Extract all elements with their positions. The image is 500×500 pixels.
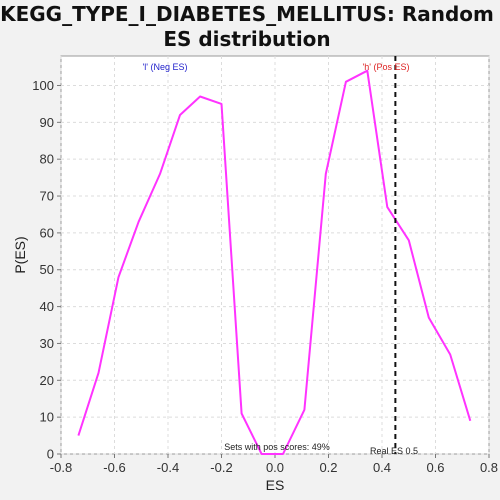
y-tick-label: 50 [40, 262, 54, 277]
chart-title-line2: ES distribution [163, 27, 330, 51]
series-line [77, 69, 472, 455]
y-tick-label: 70 [40, 189, 54, 204]
x-tick-label: -0.4 [157, 460, 179, 475]
pos-es-annotation: 'h' (Pos ES) [363, 62, 410, 72]
x-tick-label: -0.8 [50, 460, 72, 475]
real-es-label: Real ES 0.5 [370, 446, 418, 456]
neg-es-annotation: 'l' (Neg ES) [143, 62, 188, 72]
y-tick-label: 90 [40, 115, 54, 130]
chart-title-line1: KEGG_TYPE_I_DIABETES_MELLITUS: Random [0, 2, 494, 26]
x-tick-label: 0.0 [266, 460, 284, 475]
x-tick-label: 0.8 [480, 460, 498, 475]
axis-ticks: -0.8 -0.6 -0.4 -0.2 0.0 0.2 0.4 0.6 0.8 0 10 20 30 40… [32, 78, 498, 475]
x-axis-label: ES [266, 477, 285, 493]
sets-pos-annotation: Sets with pos scores: 49% [224, 442, 330, 452]
x-tick-label: 0.4 [373, 460, 391, 475]
x-tick-label: 0.2 [319, 460, 337, 475]
y-axis-label: P(ES) [12, 236, 28, 273]
y-tick-label: 0 [47, 447, 54, 462]
y-tick-label: 60 [40, 225, 54, 240]
y-tick-label: 80 [40, 152, 54, 167]
series-layer [77, 69, 472, 455]
x-tick-label: 0.6 [426, 460, 444, 475]
y-tick-label: 100 [32, 78, 54, 93]
y-tick-label: 40 [40, 299, 54, 314]
y-tick-label: 20 [40, 373, 54, 388]
y-tick-label: 30 [40, 336, 54, 351]
y-tick-label: 10 [40, 410, 54, 425]
grid [60, 56, 490, 455]
x-tick-label: -0.2 [210, 460, 232, 475]
x-tick-label: -0.6 [103, 460, 125, 475]
